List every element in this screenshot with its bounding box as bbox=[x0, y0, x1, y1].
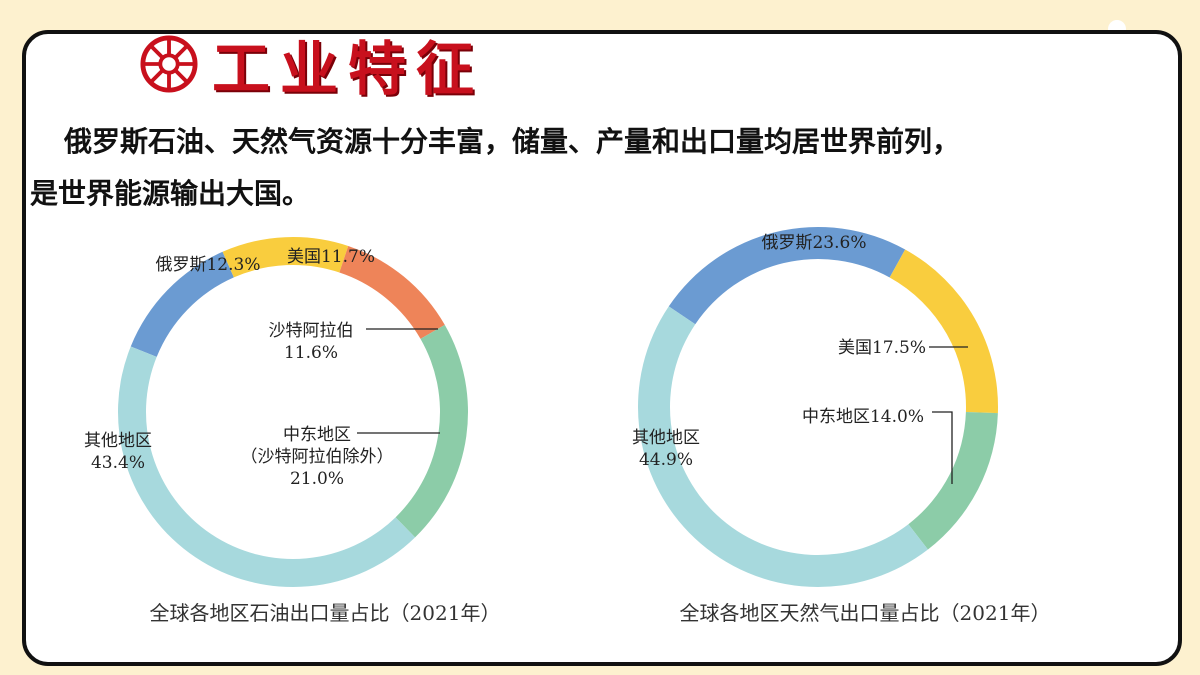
donut-slice bbox=[222, 236, 349, 278]
gas-chart-caption: 全球各地区天然气出口量占比（2021年） bbox=[680, 601, 1051, 625]
oil-chart-caption: 全球各地区石油出口量占比（2021年） bbox=[150, 601, 501, 625]
slice-label: 俄罗斯12.3% bbox=[155, 255, 260, 275]
page-title: 工业特征 bbox=[212, 35, 485, 103]
intro-paragraph: 俄罗斯石油、天然气资源十分丰富，储量、产量和出口量均居世界前列， 是世界能源输出… bbox=[30, 116, 1175, 220]
intro-line-1: 俄罗斯石油、天然气资源十分丰富，储量、产量和出口量均居世界前列， bbox=[64, 125, 961, 158]
gas-leaders bbox=[929, 346, 968, 484]
donut-slice bbox=[908, 412, 998, 550]
donut-slice bbox=[117, 346, 416, 588]
donut-slice bbox=[638, 306, 928, 587]
sun-wheel-icon bbox=[140, 35, 198, 93]
slice-label: 43.4% bbox=[91, 453, 145, 473]
gas-export-donut bbox=[638, 227, 999, 587]
donut-slice bbox=[889, 249, 999, 414]
oil-export-donut bbox=[117, 236, 469, 588]
slice-label: 11.6% bbox=[284, 343, 338, 363]
slice-label: 其他地区 bbox=[84, 431, 152, 451]
intro-line-2: 是世界能源输出大国。 bbox=[30, 177, 311, 210]
slice-label: 中东地区 bbox=[283, 425, 351, 445]
oil-leaders bbox=[357, 328, 440, 434]
slice-label: 21.0% bbox=[290, 469, 344, 489]
slice-label: 美国11.7% bbox=[287, 247, 375, 267]
slice-label: 俄罗斯23.6% bbox=[761, 233, 866, 253]
donut-slice bbox=[395, 324, 469, 538]
slice-label: 美国17.5% bbox=[838, 338, 926, 358]
donut-slice bbox=[130, 251, 234, 357]
donut-slice bbox=[339, 245, 445, 339]
leader-line bbox=[932, 411, 953, 484]
slice-label: 沙特阿拉伯 bbox=[269, 321, 354, 341]
slide-header: 工业特征 bbox=[140, 24, 484, 104]
slice-label: 中东地区14.0% bbox=[802, 407, 924, 427]
slice-label: 44.9% bbox=[639, 450, 693, 470]
slice-label: 其他地区 bbox=[632, 428, 700, 448]
slice-label: （沙特阿拉伯除外） bbox=[241, 447, 394, 467]
donut-slice bbox=[668, 227, 906, 325]
